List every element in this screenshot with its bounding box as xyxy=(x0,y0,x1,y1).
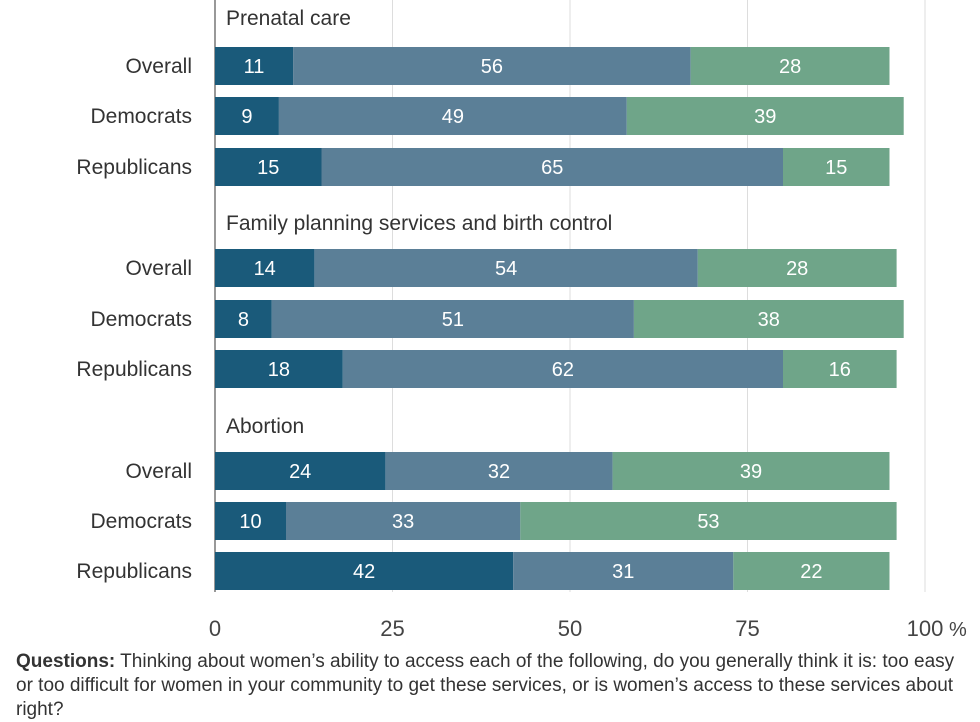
labels: 0 25 50 75 100 % Prenatal care Overall 11 56 28 Dem… xyxy=(76,7,967,641)
bar-segment xyxy=(690,47,890,85)
bar-segment xyxy=(783,148,890,186)
x-tick-label: 50 xyxy=(558,616,582,641)
bar-segment xyxy=(385,452,613,490)
row-label: Democrats xyxy=(90,105,192,128)
bar-segment xyxy=(633,300,904,338)
bar-segment xyxy=(271,300,634,338)
data-label: 14 xyxy=(254,258,276,280)
group-title: Abortion xyxy=(226,415,304,438)
data-label: 39 xyxy=(740,461,762,483)
data-label: 56 xyxy=(481,56,503,78)
bar-segment xyxy=(293,47,691,85)
data-label: 32 xyxy=(488,461,510,483)
bar-segment xyxy=(342,350,783,388)
row-label: Overall xyxy=(125,55,192,78)
x-tick-label: 100 xyxy=(907,616,944,641)
x-tick-label: 0 xyxy=(209,616,221,641)
data-label: 15 xyxy=(825,157,847,179)
bar-segment xyxy=(215,350,343,388)
data-label: 51 xyxy=(442,309,464,331)
row-label: Overall xyxy=(125,460,192,483)
bar-segment xyxy=(612,452,890,490)
data-label: 38 xyxy=(758,309,780,331)
data-label: 28 xyxy=(786,258,808,280)
bar-segment xyxy=(626,97,904,135)
bar-segment xyxy=(215,502,286,540)
questions-note: Questions: Thinking about women’s abilit… xyxy=(16,650,971,722)
row-label: Republicans xyxy=(76,156,192,179)
row-label: Republicans xyxy=(76,560,192,583)
stacked-bar-chart: 0 25 50 75 100 % Prenatal care Overall 11 56 28 Dem… xyxy=(76,0,967,641)
data-label: 9 xyxy=(241,106,252,128)
bar-segment xyxy=(314,249,698,287)
bar-segment xyxy=(215,452,386,490)
bar-segment xyxy=(215,300,272,338)
data-label: 28 xyxy=(779,56,801,78)
row-label: Overall xyxy=(125,257,192,280)
row-label: Democrats xyxy=(90,510,192,533)
bar-segment xyxy=(215,249,315,287)
x-tick-label: 25 xyxy=(380,616,404,641)
data-label: 62 xyxy=(552,359,574,381)
bar-segment xyxy=(215,148,322,186)
data-label: 11 xyxy=(244,56,265,78)
data-label: 53 xyxy=(697,511,719,533)
group-title: Prenatal care xyxy=(226,7,351,30)
data-label: 65 xyxy=(541,157,563,179)
bar-segment xyxy=(215,552,514,590)
data-label: 54 xyxy=(495,258,517,280)
data-label: 15 xyxy=(257,157,279,179)
data-label: 16 xyxy=(829,359,851,381)
bar-segment xyxy=(286,502,521,540)
data-label: 31 xyxy=(612,561,634,583)
bar-segment xyxy=(520,502,897,540)
bar-segment xyxy=(783,350,897,388)
data-label: 33 xyxy=(392,511,414,533)
x-unit-label: % xyxy=(949,619,967,641)
bar-segment xyxy=(215,97,279,135)
group-title: Family planning services and birth contr… xyxy=(226,212,612,235)
bar-segment xyxy=(278,97,627,135)
bar-segment xyxy=(733,552,890,590)
bar-segment xyxy=(321,148,783,186)
bar-segment xyxy=(513,552,734,590)
data-label: 42 xyxy=(353,561,375,583)
data-label: 49 xyxy=(442,106,464,128)
x-tick-label: 75 xyxy=(735,616,759,641)
questions-text: Thinking about women’s ability to access… xyxy=(16,651,955,720)
data-label: 24 xyxy=(289,461,311,483)
data-label: 10 xyxy=(239,511,261,533)
bar-segment xyxy=(697,249,897,287)
questions-label: Questions: xyxy=(16,651,116,672)
row-label: Democrats xyxy=(90,308,192,331)
data-label: 22 xyxy=(800,561,822,583)
data-label: 8 xyxy=(238,309,249,331)
bars xyxy=(215,47,904,590)
data-label: 18 xyxy=(268,359,290,381)
row-label: Republicans xyxy=(76,358,192,381)
bar-segment xyxy=(215,47,294,85)
data-label: 39 xyxy=(754,106,776,128)
